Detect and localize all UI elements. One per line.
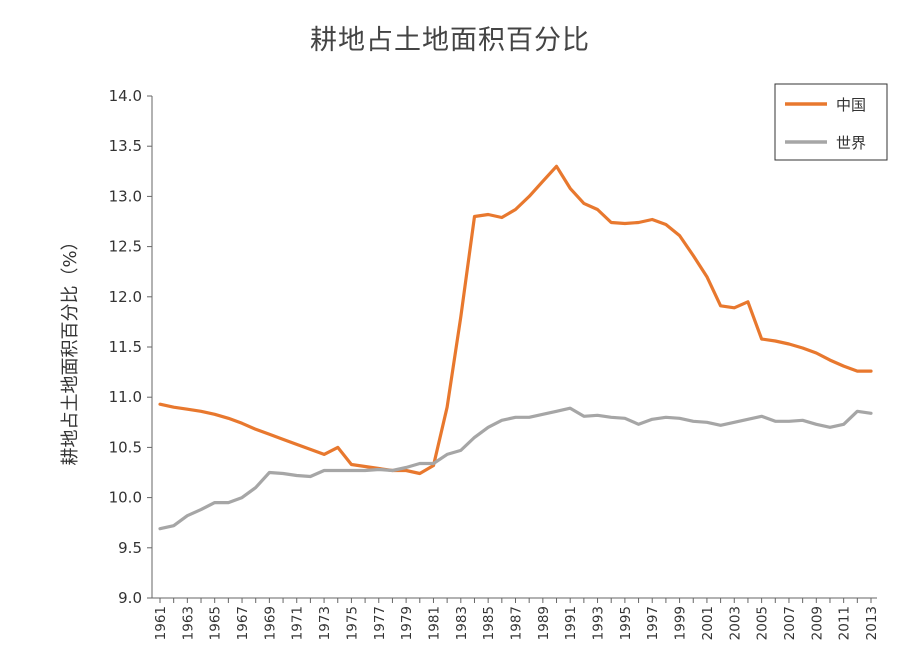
x-tick-label: 2011 (837, 606, 853, 640)
y-tick-label: 13.5 (109, 137, 142, 155)
y-tick-label: 12.5 (109, 238, 142, 256)
x-tick-label: 1989 (536, 606, 552, 640)
x-tick-label: 1999 (673, 606, 689, 640)
chart-title: 耕地占土地面积百分比 (310, 25, 590, 56)
series-line-1 (158, 406, 873, 531)
x-tick-label: 2001 (700, 606, 716, 640)
y-tick-label: 12.0 (109, 288, 142, 306)
y-tick-label: 9.0 (118, 589, 142, 607)
series-layer (158, 164, 873, 531)
x-tick-label: 2009 (809, 606, 825, 640)
y-tick-label: 9.5 (118, 539, 142, 557)
legend-box (774, 83, 888, 161)
x-tick-label: 1969 (262, 606, 278, 640)
x-tick-label: 1985 (481, 606, 497, 640)
x-tick-label: 1993 (591, 606, 607, 640)
x-tick-label: 1961 (153, 606, 169, 640)
x-tick-label: 1975 (344, 606, 360, 640)
y-tick-label: 10.0 (109, 489, 142, 507)
axes-group: 9.0 9.5 10.0 10.5 11.0 11.5 12.0 12.5 13.0 13.5 14… (109, 87, 880, 640)
y-axis-label: 耕地占土地面积百分比（%） (60, 232, 81, 465)
x-tick-label: 1971 (290, 606, 306, 640)
x-tick-label: 2007 (782, 606, 798, 640)
x-tick-label: 1995 (618, 606, 634, 640)
y-tick-label: 11.5 (109, 338, 142, 356)
y-tick-label: 11.0 (109, 388, 142, 406)
x-tick-label: 2003 (727, 606, 743, 640)
y-tick-label: 13.0 (109, 187, 142, 205)
x-tick-label: 2013 (864, 606, 880, 640)
x-tick-label: 1965 (208, 606, 224, 640)
x-tick-label: 2005 (755, 606, 771, 640)
x-tick-label: 1963 (180, 606, 196, 640)
x-tick-label: 1981 (426, 606, 442, 640)
series-line-0 (158, 164, 873, 476)
legend-label: 中国 (836, 96, 866, 114)
x-tick-label: 1977 (372, 606, 388, 640)
legend-label: 世界 (836, 134, 866, 152)
y-tick-label: 14.0 (109, 87, 142, 105)
y-tick-label: 10.5 (109, 438, 142, 456)
x-tick-label: 1991 (563, 606, 579, 640)
x-tick-label: 1973 (317, 606, 333, 640)
x-tick-label: 1987 (509, 606, 525, 640)
x-tick-label: 1967 (235, 606, 251, 640)
x-tick-label: 1997 (645, 606, 661, 640)
x-tick-label: 1979 (399, 606, 415, 640)
x-tick-label: 1983 (454, 606, 470, 640)
